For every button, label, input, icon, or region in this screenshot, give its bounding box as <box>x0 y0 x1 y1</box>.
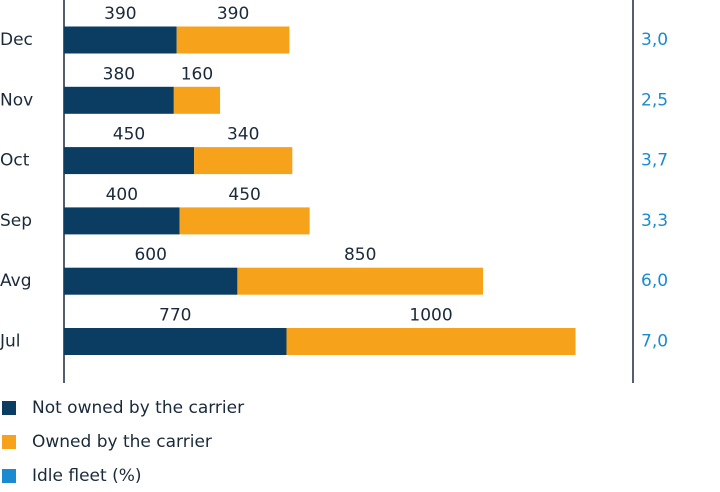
bar-segment <box>64 267 238 295</box>
bar-segment <box>64 26 177 54</box>
value-label: 390 <box>104 4 136 24</box>
bar-segment <box>286 328 576 355</box>
bar-segment <box>64 207 180 235</box>
value-label: 850 <box>344 245 376 265</box>
category-label: Dec <box>0 30 33 50</box>
value-label: 450 <box>113 125 145 145</box>
idle-label: 6,0 <box>641 271 668 291</box>
value-label: 340 <box>227 125 259 145</box>
idle-label: 3,0 <box>641 30 668 50</box>
bar-segment <box>176 26 290 54</box>
category-label: Nov <box>0 90 33 110</box>
category-label: Jul <box>0 332 21 352</box>
legend-swatch <box>2 435 16 449</box>
legend-swatch <box>2 469 16 483</box>
idle-label: 7,0 <box>641 332 668 352</box>
idle-label: 3,3 <box>641 211 668 231</box>
category-label: Avg <box>0 271 32 291</box>
bar-segment <box>64 86 174 114</box>
value-label: 770 <box>159 306 191 326</box>
legend-label: Idle fleet (%) <box>32 466 142 486</box>
value-label: 400 <box>106 185 138 205</box>
value-label: 390 <box>217 4 249 24</box>
bar-segment <box>173 86 221 114</box>
bar-segment <box>64 147 195 175</box>
value-label: 380 <box>103 64 135 84</box>
value-label: 450 <box>228 185 260 205</box>
legend-label: Not owned by the carrier <box>32 398 244 418</box>
value-label: 1000 <box>409 306 452 326</box>
bar-segment <box>64 328 287 355</box>
bar-segment <box>179 207 310 235</box>
bar-segment <box>237 267 484 295</box>
value-label: 160 <box>181 64 213 84</box>
category-label: Oct <box>0 151 30 171</box>
idle-label: 2,5 <box>641 90 668 110</box>
legend-swatch <box>2 401 16 415</box>
value-label: 600 <box>134 245 166 265</box>
bar-segment <box>194 147 293 175</box>
idle-label: 3,7 <box>641 151 668 171</box>
legend-label: Owned by the carrier <box>32 432 212 452</box>
category-label: Sep <box>0 211 32 231</box>
